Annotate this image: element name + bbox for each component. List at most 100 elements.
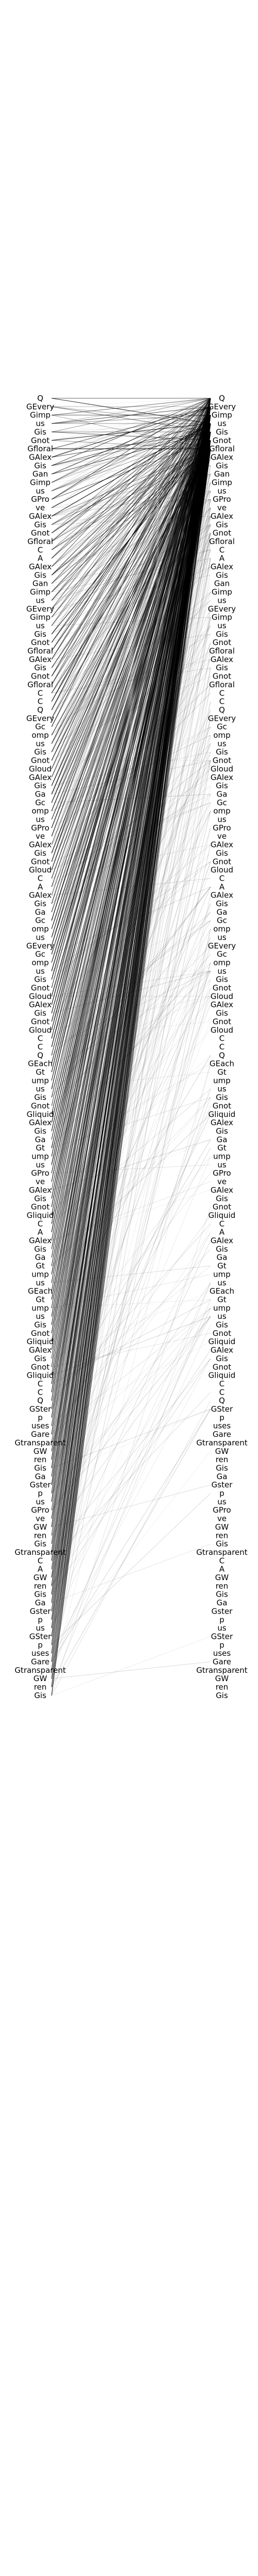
left-token-label: C bbox=[38, 1034, 43, 1043]
attention-link bbox=[51, 432, 211, 1654]
left-token-label: Gis bbox=[34, 1320, 46, 1330]
attention-link bbox=[51, 406, 211, 441]
attention-link bbox=[51, 1274, 211, 1309]
attention-link bbox=[51, 718, 211, 1485]
right-token-label: ve bbox=[217, 1177, 227, 1187]
attention-link bbox=[51, 861, 211, 1342]
left-token-label: uses bbox=[31, 1421, 50, 1431]
attention-link bbox=[51, 1021, 211, 1418]
left-token-label: Ga bbox=[35, 1253, 46, 1262]
right-token-label: Gnot bbox=[213, 529, 231, 538]
right-token-label: GPro bbox=[213, 1505, 231, 1515]
left-token-label: GPro bbox=[31, 495, 49, 504]
attention-link bbox=[51, 533, 211, 635]
attention-link bbox=[51, 398, 211, 1443]
attention-link bbox=[51, 550, 211, 1612]
attention-link bbox=[51, 406, 211, 584]
right-token-label: us bbox=[217, 1084, 227, 1094]
attention-link bbox=[51, 423, 211, 1359]
left-token-label: C bbox=[38, 1042, 43, 1052]
attention-link bbox=[51, 398, 211, 777]
attention-link bbox=[51, 398, 211, 719]
right-token-label: GW bbox=[215, 1674, 229, 1683]
left-token-label: C bbox=[38, 697, 43, 706]
right-token-label: Gfloral bbox=[209, 444, 235, 453]
attention-link bbox=[51, 398, 211, 1207]
attention-link bbox=[51, 398, 211, 1342]
attention-link bbox=[51, 406, 211, 1106]
attention-link bbox=[51, 398, 211, 660]
right-token-label: Gster bbox=[212, 1480, 233, 1489]
right-token-label: Gis bbox=[216, 1463, 228, 1472]
attention-link bbox=[51, 1207, 211, 1696]
left-token-label: omp bbox=[31, 731, 49, 740]
attention-link bbox=[51, 432, 211, 1073]
attention-link bbox=[51, 802, 211, 1376]
right-token-label: us bbox=[217, 739, 227, 748]
right-token-label: p bbox=[219, 1640, 224, 1650]
attention-link bbox=[51, 406, 211, 1544]
left-token-label: GAlex bbox=[29, 1118, 52, 1127]
right-token-label: C bbox=[219, 545, 224, 554]
attention-link bbox=[51, 415, 211, 769]
left-token-label: GW bbox=[34, 1674, 47, 1683]
right-token-label: us bbox=[217, 1497, 227, 1506]
right-token-label: us bbox=[217, 419, 227, 428]
left-token-label: ump bbox=[31, 1152, 49, 1161]
attention-link bbox=[51, 415, 211, 592]
right-token-label: Gliquid bbox=[208, 1110, 236, 1119]
left-token-label: us bbox=[36, 739, 45, 748]
right-token-label: A bbox=[219, 1228, 225, 1237]
left-token-label: Gis bbox=[34, 1244, 46, 1253]
right-token-label: Gis bbox=[216, 1244, 228, 1253]
attention-link bbox=[51, 1232, 211, 1468]
left-token-label: Gnot bbox=[31, 857, 50, 866]
right-token-label: Gis bbox=[216, 899, 228, 908]
left-token-label: Gis bbox=[34, 1539, 46, 1549]
right-token-label: Gimp bbox=[212, 478, 232, 487]
attention-link bbox=[51, 1106, 211, 1494]
attention-link bbox=[51, 398, 211, 1047]
right-token-label: Ga bbox=[217, 1472, 228, 1481]
right-token-label: ve bbox=[217, 832, 227, 841]
attention-link bbox=[51, 928, 211, 1258]
left-token-label: ump bbox=[31, 1269, 49, 1279]
right-token-label: Ga bbox=[217, 907, 228, 917]
right-token-label: GAlex bbox=[211, 1118, 233, 1127]
left-token-label: Gis bbox=[34, 1126, 46, 1136]
attention-link bbox=[51, 406, 211, 575]
attention-link bbox=[51, 398, 211, 1603]
attention-link bbox=[51, 1139, 211, 1208]
right-token-label: omp bbox=[213, 958, 230, 967]
attention-link bbox=[51, 684, 211, 837]
attention-link bbox=[51, 398, 211, 946]
attention-link bbox=[51, 432, 211, 567]
attention-link bbox=[51, 415, 211, 1654]
attention-link bbox=[51, 398, 211, 432]
left-token-label: ump bbox=[31, 1303, 49, 1313]
attention-link bbox=[51, 406, 211, 1477]
left-token-column: QGEveryGimpusGisGnotGfloralGAlexGisGanGi… bbox=[14, 394, 66, 1700]
attention-link bbox=[51, 415, 211, 777]
attention-link bbox=[51, 1097, 211, 1544]
attention-link bbox=[51, 1409, 211, 1687]
left-token-label: ren bbox=[34, 1581, 47, 1590]
attention-link bbox=[51, 398, 211, 1039]
right-token-label: GAlex bbox=[211, 891, 233, 900]
attention-link bbox=[51, 406, 211, 887]
right-token-label: Gc bbox=[217, 916, 227, 925]
attention-link bbox=[51, 1265, 211, 1283]
attention-link bbox=[51, 1451, 211, 1654]
attention-link bbox=[51, 406, 211, 416]
left-token-label: GEvery bbox=[26, 402, 54, 411]
left-token-label: Gt bbox=[36, 1261, 45, 1270]
left-token-label: C bbox=[38, 545, 43, 554]
attention-link bbox=[51, 1223, 211, 1401]
attention-link bbox=[51, 752, 211, 786]
left-token-label: Gster bbox=[30, 1480, 52, 1489]
attention-link bbox=[51, 432, 211, 727]
left-token-label: C bbox=[38, 1387, 43, 1397]
attention-link bbox=[51, 423, 211, 786]
attention-link bbox=[51, 398, 211, 424]
left-token-label: Gliquid bbox=[27, 1211, 54, 1220]
